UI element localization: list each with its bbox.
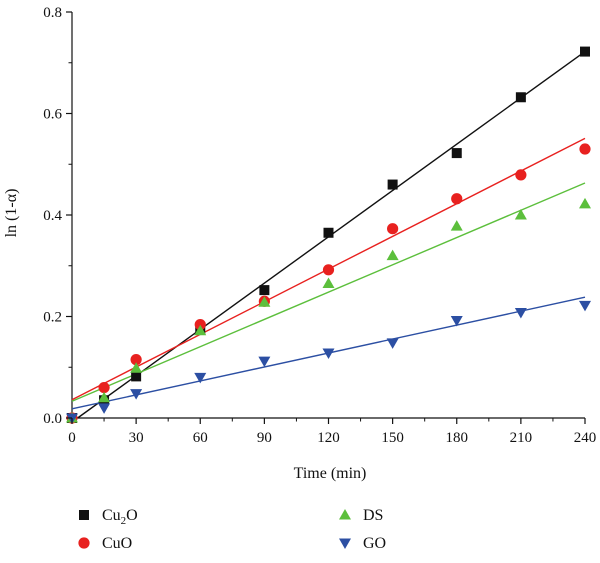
data-point-go bbox=[98, 403, 111, 414]
x-tick-label: 180 bbox=[446, 430, 469, 446]
y-tick-label: 0.8 bbox=[43, 5, 62, 21]
x-tick-label: 90 bbox=[257, 430, 272, 446]
data-point-ds bbox=[258, 296, 271, 307]
data-point-cuo bbox=[387, 223, 399, 235]
y-tick-label: 0.6 bbox=[43, 107, 62, 123]
data-point-go bbox=[258, 356, 271, 368]
data-point-ds bbox=[450, 220, 463, 231]
data-point-go bbox=[194, 372, 207, 384]
data-point-go bbox=[579, 300, 591, 312]
x-tick-label: 30 bbox=[129, 430, 144, 446]
data-point-go bbox=[514, 307, 527, 319]
y-tick-label: 0.4 bbox=[43, 208, 62, 224]
x-tick-label: 0 bbox=[68, 430, 76, 446]
data-point-cuo bbox=[194, 319, 206, 331]
x-axis: 0 30 60 90 120 150 180 210 240 bbox=[68, 418, 596, 446]
data-point-go bbox=[386, 338, 399, 349]
legend: Cu2O CuO DS GO bbox=[78, 507, 386, 552]
legend-marker-cuo bbox=[78, 537, 90, 549]
data-point-cu2o bbox=[259, 285, 270, 296]
y-tick-label: 0.2 bbox=[43, 310, 62, 326]
legend-marker-go bbox=[339, 538, 351, 549]
legend-marker-cu2o bbox=[79, 510, 89, 520]
data-point-go bbox=[130, 389, 143, 400]
x-tick-label: 60 bbox=[193, 430, 208, 446]
data-point-ds bbox=[130, 362, 143, 373]
x-tick-label: 120 bbox=[317, 430, 340, 446]
y-tick-label: 0.0 bbox=[43, 411, 62, 427]
x-tick-label: 210 bbox=[510, 430, 533, 446]
data-point-cu2o bbox=[580, 46, 590, 57]
legend-marker-ds bbox=[339, 509, 351, 520]
data-point-ds bbox=[98, 391, 111, 403]
data-point-cuo bbox=[451, 193, 463, 205]
data-point-cuo bbox=[98, 381, 110, 394]
x-tick-label: 240 bbox=[574, 430, 597, 446]
data-point-ds bbox=[514, 209, 527, 220]
x-axis-title: Time (min) bbox=[294, 465, 367, 482]
data-point-cu2o bbox=[387, 179, 398, 190]
legend-label-cu2o: Cu2O bbox=[102, 507, 138, 527]
data-point-cuo bbox=[579, 143, 591, 155]
legend-label-go: GO bbox=[363, 535, 386, 552]
data-point-ds bbox=[579, 197, 591, 209]
data-point-cuo bbox=[130, 354, 142, 366]
data-point-cu2o bbox=[131, 371, 142, 382]
data-point-ds bbox=[194, 324, 207, 336]
fit-line-ds bbox=[71, 182, 586, 402]
data-point-go bbox=[322, 348, 335, 360]
data-point-ds bbox=[386, 249, 399, 261]
data-point-cu2o bbox=[323, 227, 334, 238]
data-point-go bbox=[450, 316, 463, 327]
legend-label-ds: DS bbox=[363, 507, 383, 524]
data-point-cuo bbox=[322, 264, 335, 276]
y-axis-title: ln (1-α) bbox=[3, 189, 20, 238]
legend-label-cuo: CuO bbox=[102, 535, 132, 552]
data-point-cu2o bbox=[515, 92, 526, 103]
data-point-ds bbox=[322, 277, 335, 289]
data-markers bbox=[66, 46, 591, 424]
data-point-cu2o bbox=[451, 148, 462, 159]
data-point-cuo bbox=[515, 169, 527, 181]
y-axis: 0.0 0.2 0.4 0.6 0.8 bbox=[43, 5, 72, 427]
x-tick-label: 150 bbox=[381, 430, 404, 446]
